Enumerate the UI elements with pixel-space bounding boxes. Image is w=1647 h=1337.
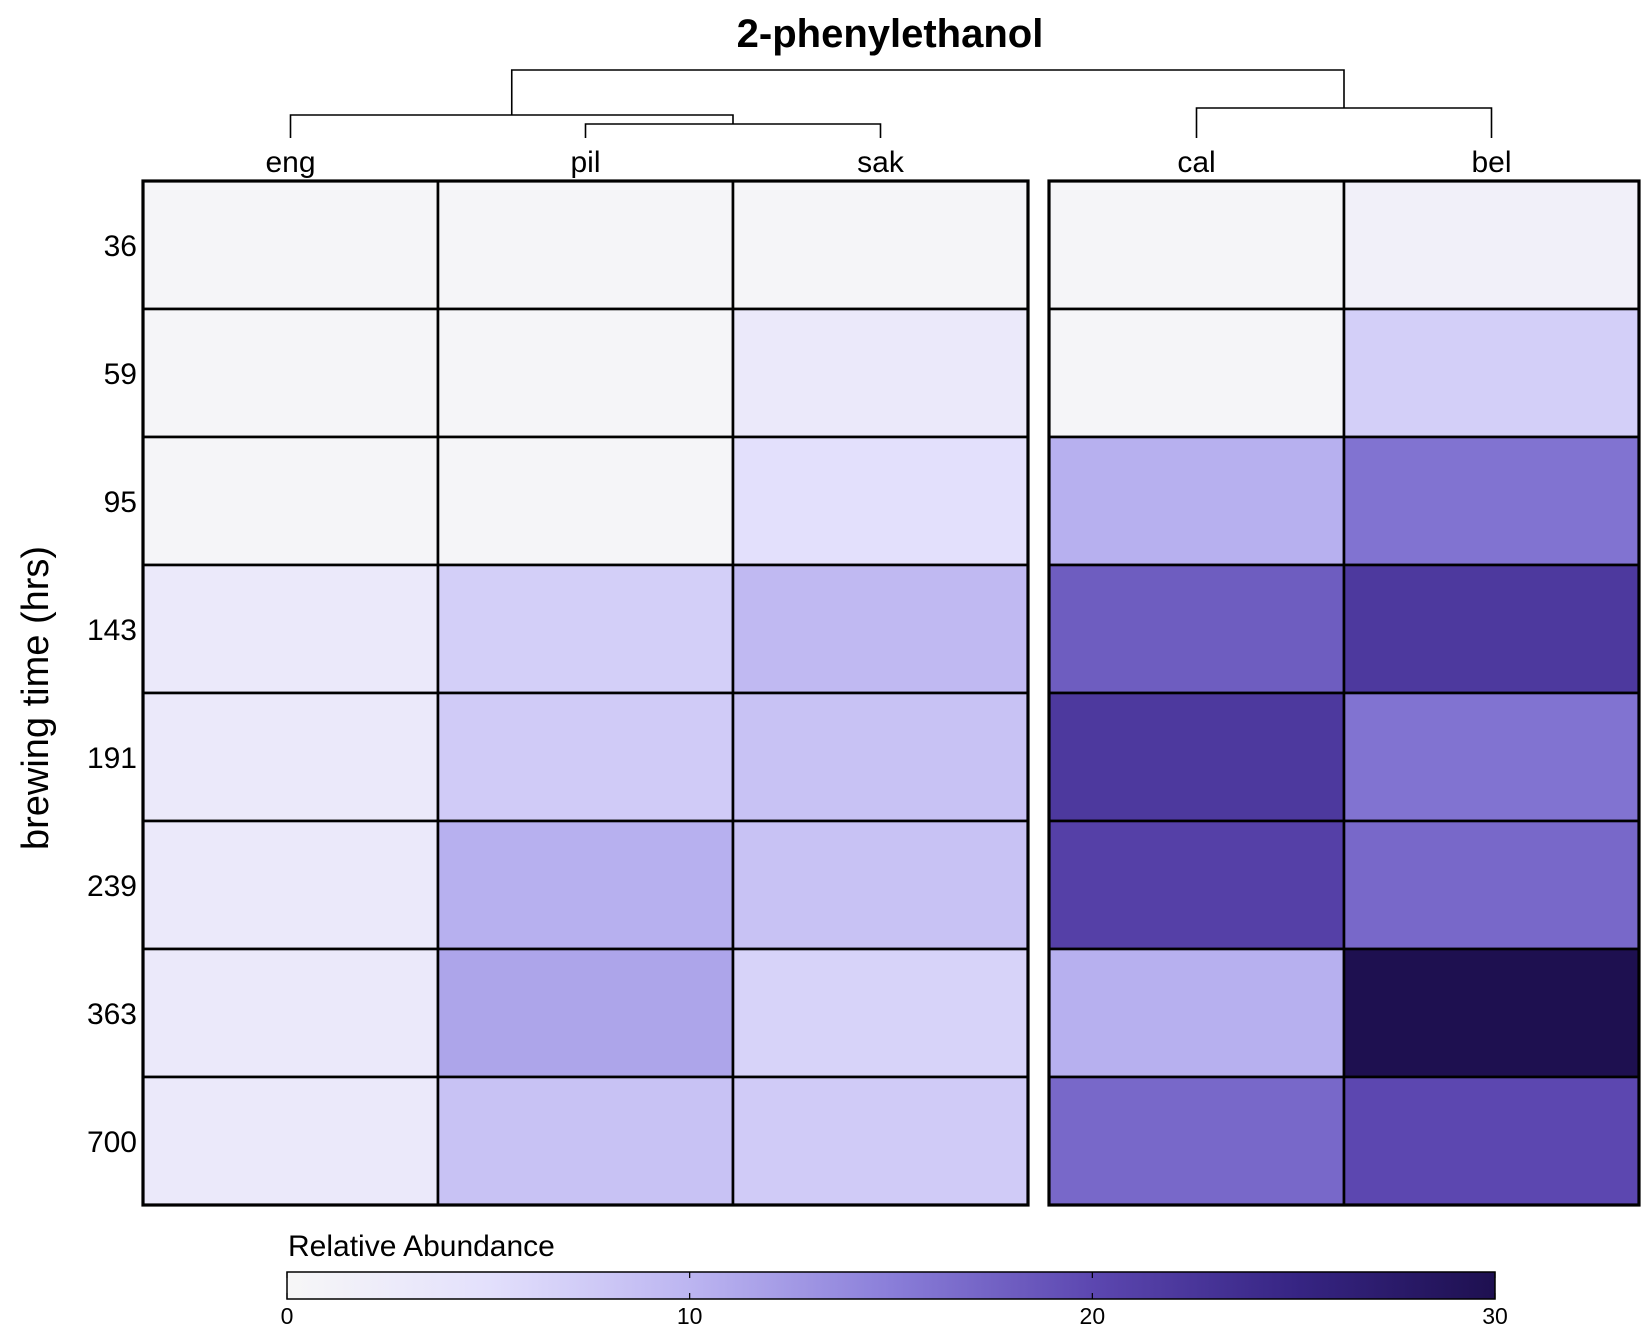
heatmap-cell [1047,691,1346,823]
row-labels: 36 59 95 143 191 239 363 700 [87,230,137,1159]
colorbar-tick-label: 20 [1080,1303,1106,1329]
colorbar-tick-label: 30 [1482,1303,1508,1329]
heatmap-cell [141,1075,440,1207]
heatmap-cell [731,563,1030,695]
heatmap-cell [1342,1075,1641,1207]
heatmap-group-frame [1047,179,1641,1207]
dendrogram-branch [584,123,882,138]
heatmap-cell [1047,947,1346,1079]
colorbar-ticks: 0 10 20 30 [281,1272,1508,1329]
row-label: 239 [87,870,137,903]
heatmap-group-frame [141,179,1030,1207]
column-labels: eng pil sak cal bel [265,146,1511,179]
y-axis-label: brewing time (hrs) [15,546,57,850]
heatmap-cell [436,179,735,311]
heatmap-cell [436,1075,735,1207]
heatmap-cell [731,307,1030,439]
heatmap-cell [1047,179,1346,311]
dendrogram-branch [289,114,734,138]
colorbar-title: Relative Abundance [288,1230,555,1263]
column-label: bel [1471,146,1511,179]
heatmap-cell [1342,435,1641,567]
column-label: pil [570,146,600,179]
heatmap-cells [141,179,1641,1207]
heatmap-cell [141,819,440,951]
heatmap-cell [731,819,1030,951]
row-label: 700 [87,1126,137,1159]
heatmap-cell [731,947,1030,1079]
heatmap-cell [1047,435,1346,567]
column-dendrogram [289,69,1493,138]
heatmap-cell [1342,307,1641,439]
heatmap-cell [1342,179,1641,311]
heatmap-cell [141,435,440,567]
colorbar-tick-label: 0 [281,1303,294,1329]
row-label: 95 [104,486,137,519]
heatmap-cell [1342,691,1641,823]
heatmap-cell [436,691,735,823]
row-label: 143 [87,614,137,647]
heatmap-cell [1342,819,1641,951]
colorbar-tick-label: 10 [677,1303,703,1329]
heatmap-cell [1047,307,1346,439]
heatmap-cell [1047,819,1346,951]
column-label: sak [857,146,905,179]
chart-title: 2-phenylethanol [737,12,1044,56]
row-label: 191 [87,742,137,775]
row-label: 36 [104,230,137,263]
heatmap-cell [141,307,440,439]
heatmap-cell [731,691,1030,823]
heatmap-cell [141,563,440,695]
heatmap-cell [1342,947,1641,1079]
dendrogram-branch [510,69,1345,115]
heatmap-cell [436,307,735,439]
column-label: cal [1177,146,1215,179]
heatmap-cell [436,563,735,695]
heatmap-cell [436,947,735,1079]
heatmap-cell [436,819,735,951]
dendrogram-branch [1195,107,1493,138]
colorbar [286,1271,1496,1300]
heatmap-cell [1047,1075,1346,1207]
heatmap-cell [436,435,735,567]
heatmap-cell [141,179,440,311]
row-label: 363 [87,998,137,1031]
colorbar-legend: Relative Abundance 0 10 20 30 [281,1230,1508,1329]
row-label: 59 [104,358,137,391]
heatmap-cell [731,179,1030,311]
heatmap-cell [1047,563,1346,695]
heatmap-cell [1342,563,1641,695]
heatmap-cell [141,691,440,823]
heatmap-cell [731,1075,1030,1207]
column-label: eng [265,146,315,179]
heatmap-cell [731,435,1030,567]
heatmap-cell [141,947,440,1079]
